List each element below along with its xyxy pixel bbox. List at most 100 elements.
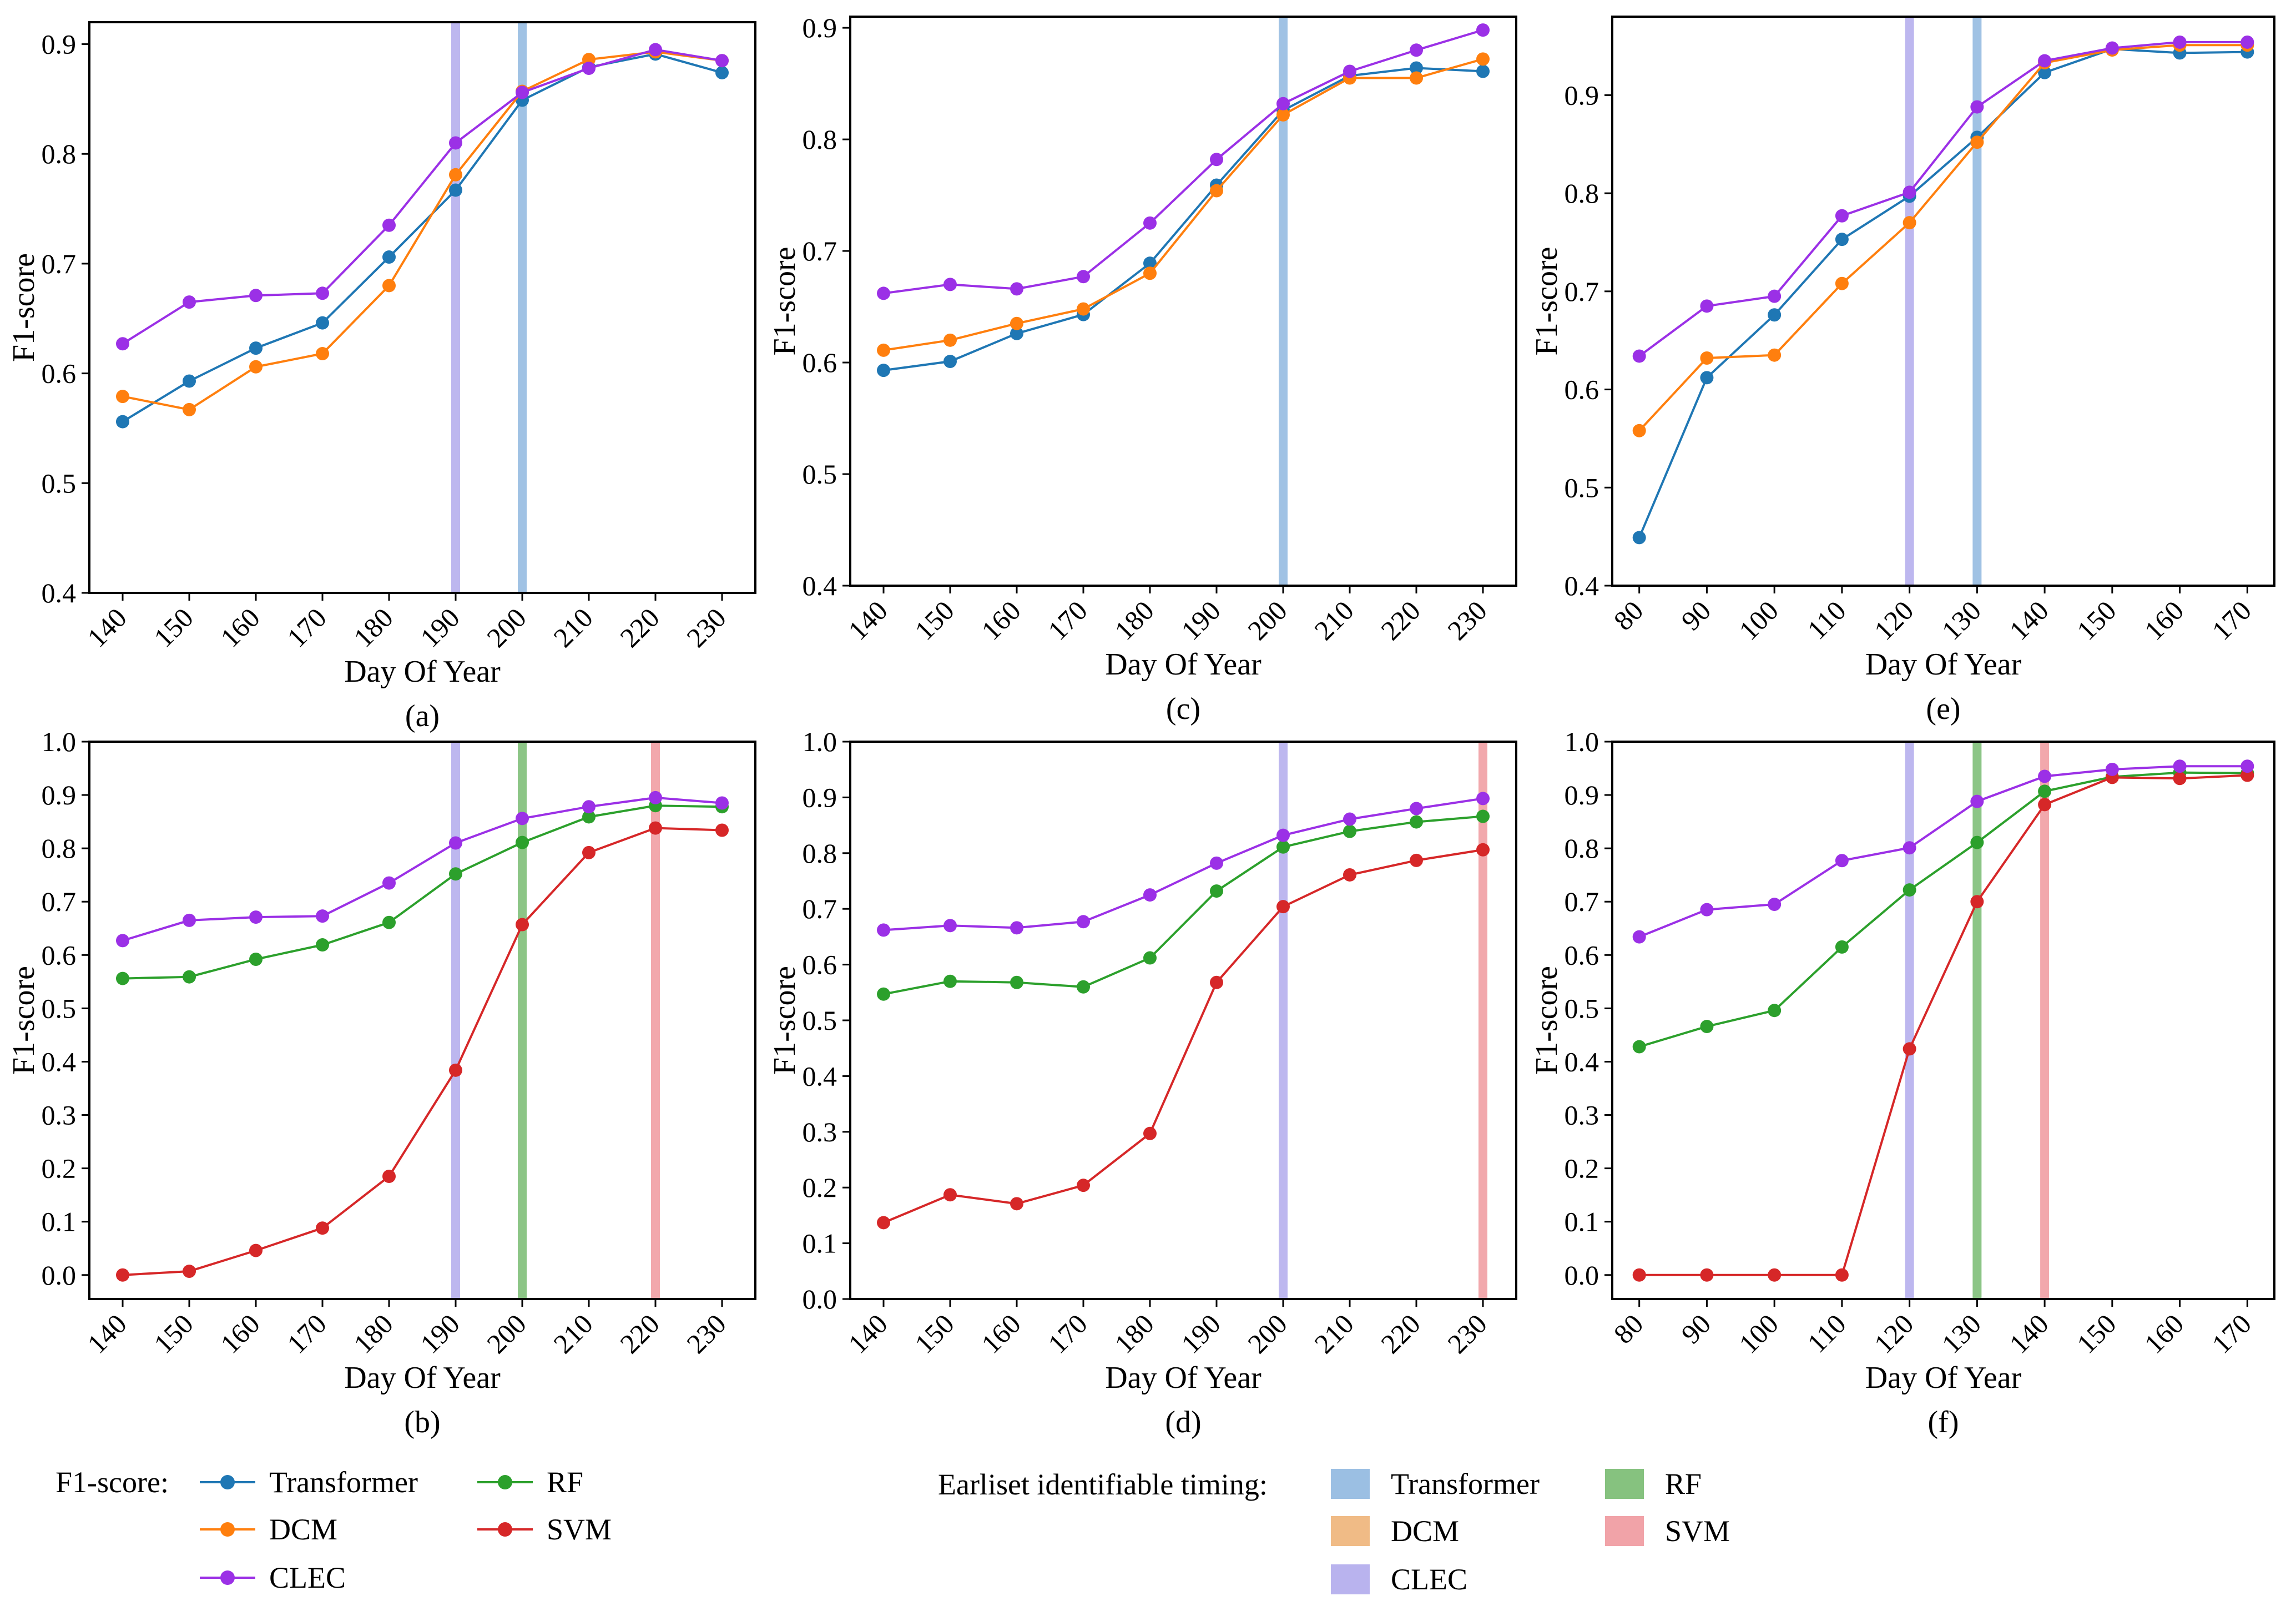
x-tick-label: 190 bbox=[1175, 595, 1227, 646]
data-point-clec bbox=[1632, 930, 1646, 944]
data-point-clec bbox=[649, 43, 662, 57]
timing-legend-item-dcm: DCM bbox=[1331, 1514, 1459, 1548]
data-point-clec bbox=[582, 800, 596, 814]
x-tick-label: 140 bbox=[2003, 1308, 2055, 1360]
legend-label: Transformer bbox=[269, 1466, 418, 1499]
timing-band-clec bbox=[1905, 742, 1914, 1299]
data-point-svm bbox=[183, 1265, 196, 1278]
x-tick-label: 200 bbox=[481, 602, 532, 653]
data-point-rf bbox=[116, 971, 129, 985]
data-point-clec bbox=[877, 923, 890, 937]
y-tick-label: 0.6 bbox=[42, 939, 77, 970]
data-point-clec bbox=[715, 54, 729, 68]
x-tick-label: 200 bbox=[481, 1308, 532, 1360]
x-tick-label: 170 bbox=[1042, 595, 1093, 646]
data-point-svm bbox=[1835, 1268, 1849, 1282]
y-tick-label: 0.4 bbox=[803, 570, 837, 601]
data-point-svm bbox=[1210, 975, 1223, 989]
data-point-clec bbox=[183, 913, 196, 927]
y-tick-label: 0.3 bbox=[42, 1100, 77, 1131]
x-tick-label: 170 bbox=[2206, 595, 2257, 646]
data-point-svm bbox=[1768, 1268, 1782, 1282]
x-axis-label: Day Of Year bbox=[1865, 1361, 2022, 1395]
data-point-clec bbox=[1143, 888, 1157, 902]
data-point-svm bbox=[249, 1244, 263, 1257]
data-point-transformer bbox=[877, 364, 890, 377]
data-point-rf bbox=[449, 867, 462, 881]
data-point-svm bbox=[1276, 900, 1290, 914]
x-tick-label: 130 bbox=[1936, 1308, 1987, 1360]
panel-caption: (d) bbox=[1165, 1405, 1201, 1439]
series-line-transformer bbox=[883, 67, 1483, 372]
data-point-rf bbox=[382, 915, 396, 929]
data-point-transformer bbox=[382, 250, 396, 264]
data-point-rf bbox=[1903, 883, 1916, 897]
x-tick-label: 210 bbox=[547, 602, 599, 653]
legend-label: RF bbox=[547, 1466, 583, 1499]
timing-band-clec bbox=[451, 22, 460, 593]
y-tick-label: 0.5 bbox=[803, 459, 837, 490]
x-tick-label: 100 bbox=[1733, 1308, 1784, 1360]
data-point-transformer bbox=[1632, 531, 1646, 545]
data-point-transformer bbox=[1410, 61, 1423, 75]
data-point-svm bbox=[1077, 1179, 1090, 1192]
data-point-clec bbox=[1700, 903, 1714, 917]
data-point-dcm bbox=[316, 347, 329, 361]
x-tick-label: 160 bbox=[214, 602, 266, 653]
chart-panel-e: 0.4 0.5 0.6 0.7 0.8 0.9 80 90 100 110 120 130 140 150… bbox=[1530, 16, 2275, 726]
y-tick-label: 1.0 bbox=[803, 726, 837, 757]
x-tick-label: 90 bbox=[1675, 1308, 1717, 1350]
data-point-rf bbox=[316, 938, 329, 952]
series-line-clec bbox=[1638, 41, 2248, 358]
panel-caption: (f) bbox=[1928, 1405, 1959, 1439]
data-point-clec bbox=[1010, 921, 1023, 935]
y-axis-label: F1-score bbox=[768, 966, 802, 1075]
timing-legend-item-clec: CLEC bbox=[1331, 1563, 1467, 1596]
y-tick-label: 0.9 bbox=[1565, 779, 1599, 810]
panel-caption: (e) bbox=[1926, 692, 1960, 726]
y-tick-label: 0.8 bbox=[803, 838, 837, 869]
y-tick-label: 0.4 bbox=[1565, 570, 1599, 601]
series-line-dcm bbox=[883, 58, 1483, 351]
y-tick-label: 0.3 bbox=[1565, 1100, 1599, 1131]
plot-frame bbox=[849, 16, 1517, 587]
data-point-dcm bbox=[1143, 266, 1157, 280]
data-point-clec bbox=[943, 919, 957, 933]
legend-label: SVM bbox=[547, 1513, 612, 1546]
y-tick-label: 0.9 bbox=[42, 779, 77, 810]
data-point-rf bbox=[1210, 884, 1223, 898]
data-point-rf bbox=[1970, 835, 1984, 849]
y-tick-label: 0.7 bbox=[42, 248, 77, 279]
y-tick-label: 1.0 bbox=[42, 726, 77, 757]
y-tick-label: 0.7 bbox=[1565, 886, 1599, 917]
x-tick-label: 190 bbox=[414, 1308, 466, 1360]
data-point-clec bbox=[2173, 35, 2187, 49]
plot-frame bbox=[1611, 16, 2275, 587]
data-point-clec bbox=[1010, 282, 1023, 296]
timing-band-transformer bbox=[1972, 17, 1982, 586]
y-tick-label: 0.9 bbox=[803, 12, 837, 43]
y-tick-label: 0.8 bbox=[1565, 833, 1599, 864]
data-point-rf bbox=[1276, 840, 1290, 854]
y-axis-label: F1-score bbox=[1530, 247, 1564, 356]
data-point-rf bbox=[1343, 824, 1356, 838]
x-axis-label: Day Of Year bbox=[344, 1361, 501, 1395]
data-point-svm bbox=[582, 845, 596, 859]
data-point-dcm bbox=[1077, 302, 1090, 316]
x-axis-label: Day Of Year bbox=[1105, 647, 1261, 682]
data-point-dcm bbox=[449, 168, 462, 182]
data-point-dcm bbox=[1410, 71, 1423, 85]
data-point-svm bbox=[2038, 798, 2052, 812]
series-line-clec bbox=[122, 48, 723, 345]
x-tick-label: 120 bbox=[1868, 595, 1920, 646]
data-point-dcm bbox=[116, 390, 129, 404]
x-tick-label: 180 bbox=[347, 602, 399, 653]
data-point-clec bbox=[1210, 153, 1223, 167]
legend-marker bbox=[220, 1475, 235, 1489]
plot-frame bbox=[88, 741, 756, 1300]
data-point-rf bbox=[1835, 940, 1849, 954]
y-axis-label: F1-score bbox=[7, 966, 41, 1075]
data-point-clec bbox=[2105, 41, 2119, 55]
legend-patch bbox=[1331, 1516, 1370, 1546]
x-tick-label: 170 bbox=[281, 1308, 332, 1360]
